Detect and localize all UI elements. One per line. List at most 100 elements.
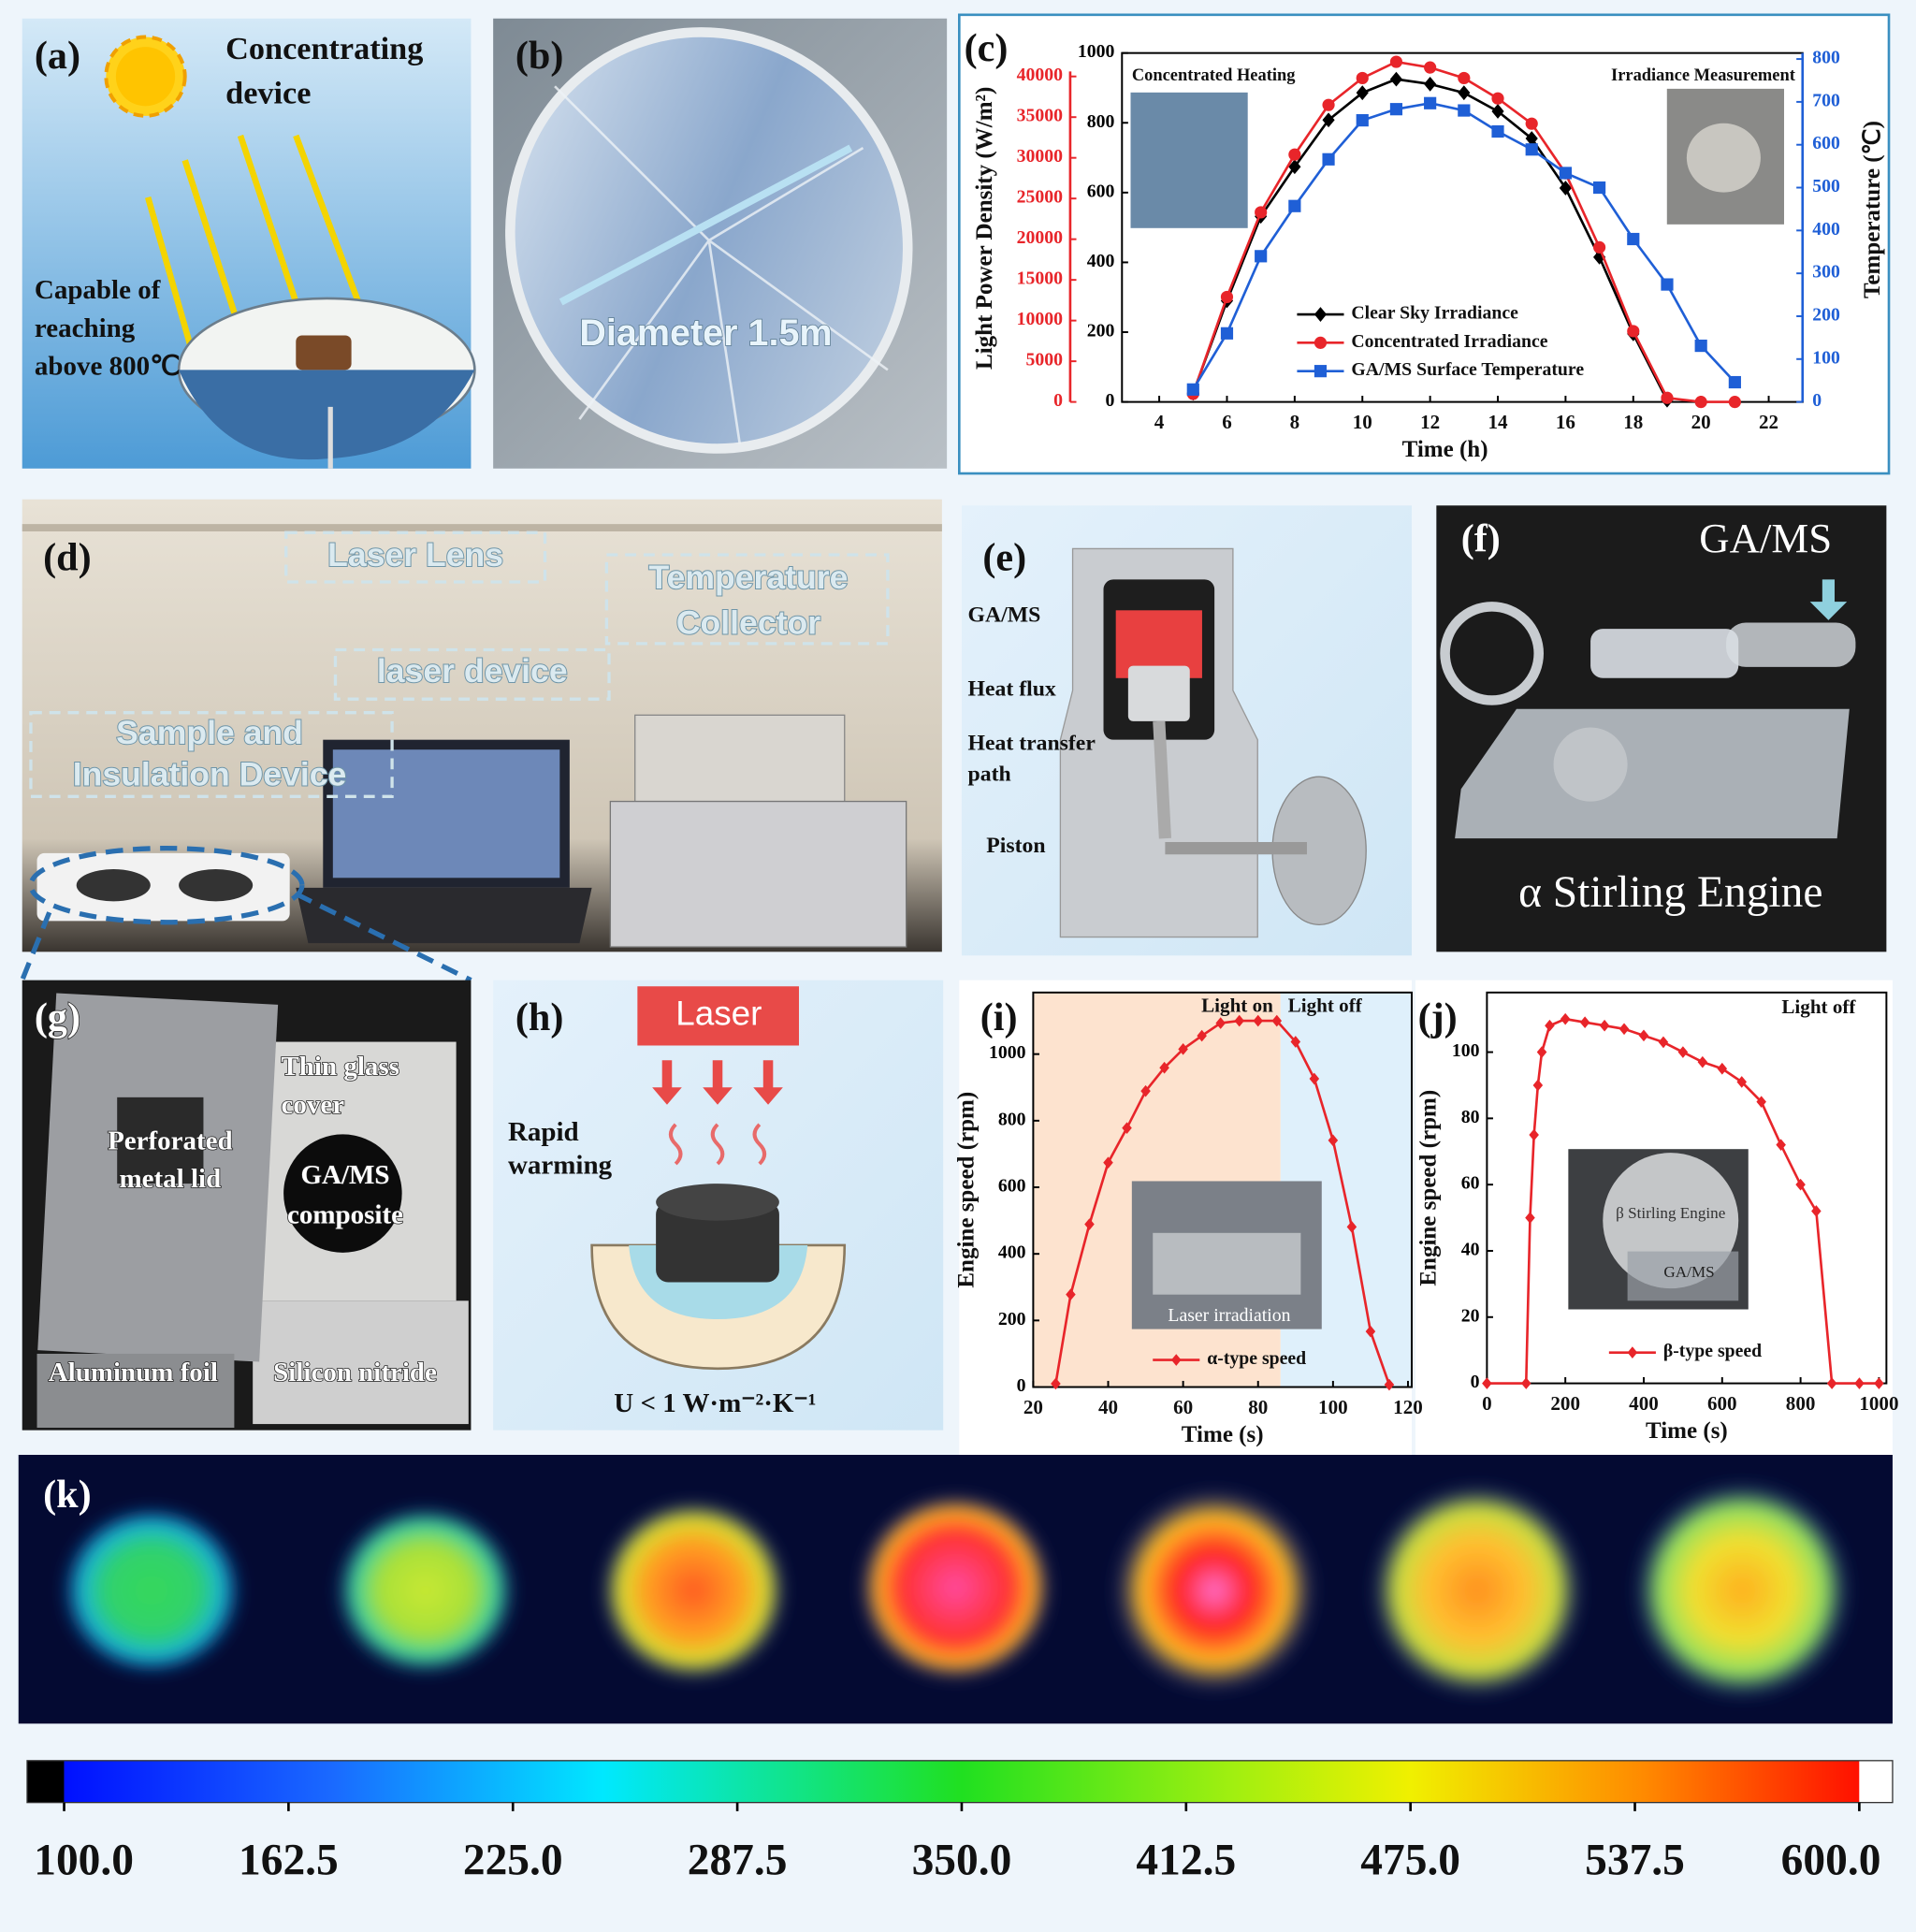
callout: Aluminum foil (49, 1358, 218, 1387)
annotation: Light off (1781, 995, 1856, 1018)
marker (1271, 1014, 1283, 1027)
note: Diameter 1.5m (579, 312, 832, 354)
panel-g: (g) Thin glass cover Perforated metal li… (22, 980, 472, 1431)
note: above 800℃ (35, 352, 181, 382)
y-tick-label: 600 (1087, 181, 1115, 201)
y-tick-label: 0 (1471, 1372, 1480, 1392)
callout: cover (281, 1090, 344, 1120)
callout: U < 1 W·m⁻²·K⁻¹ (614, 1388, 816, 1418)
colorbar-label: 537.5 (1585, 1836, 1685, 1884)
marker (1627, 1346, 1638, 1358)
callout: Collector (676, 604, 820, 642)
callout: Insulation Device (73, 756, 347, 793)
marker (1159, 1061, 1169, 1074)
y-axis-label: Engine speed (rpm) (1416, 1090, 1442, 1286)
colorbar-label: 225.0 (463, 1836, 563, 1884)
y-tick-label: 10000 (1017, 309, 1064, 329)
y-axis-label: Light Power Density (W/m²) (972, 87, 997, 370)
x-tick-label: 22 (1759, 411, 1778, 433)
x-tick-label: 20 (1691, 411, 1711, 433)
y-tick-label: 300 (1812, 262, 1840, 283)
callout: Temperature (649, 559, 849, 596)
marker (1599, 1019, 1610, 1032)
panel-label: (d) (43, 535, 92, 579)
panel-f: (f) GA/MS α Stirling Engine (1436, 505, 1887, 952)
region-label: Light off (1288, 994, 1363, 1016)
inset-label: GA/MS (1663, 1263, 1714, 1281)
marker (1220, 290, 1234, 303)
marker (1365, 1325, 1376, 1338)
note: reaching (35, 313, 136, 343)
marker (1661, 391, 1674, 404)
marker (1389, 103, 1403, 116)
region-label: Light on (1201, 994, 1273, 1016)
x-tick-label: 4 (1154, 411, 1165, 433)
marker (1560, 1012, 1571, 1025)
panel-label: (c) (965, 26, 1009, 70)
y-axis-label: Engine speed (rpm) (953, 1092, 979, 1288)
panel-label: (a) (35, 34, 80, 78)
marker (1795, 1178, 1806, 1191)
marker (1593, 240, 1606, 254)
marker (1618, 1023, 1630, 1036)
panel-k: (k) (18, 1455, 1894, 1804)
marker (1356, 85, 1369, 101)
marker (1627, 232, 1640, 246)
marker (1424, 61, 1437, 74)
marker (1066, 1288, 1076, 1300)
x-tick-label: 20 (1023, 1396, 1043, 1418)
x-tick-label: 100 (1318, 1396, 1348, 1418)
panel-e: (e) GA/MS Heat flux Heat transfer path P… (961, 505, 1412, 956)
callout: Rapid (508, 1117, 579, 1147)
y-tick-label: 80 (1461, 1107, 1480, 1127)
y-tick-label: 200 (1812, 305, 1840, 326)
y-tick-label: 200 (998, 1309, 1026, 1329)
marker (1314, 365, 1328, 378)
colorbar-label: 287.5 (688, 1836, 788, 1884)
callout: composite (287, 1199, 403, 1229)
y-tick-label: 40000 (1017, 65, 1064, 85)
x-tick-label: 16 (1556, 411, 1575, 433)
inset-label: Concentrated Heating (1132, 65, 1296, 84)
x-tick-label: 10 (1353, 411, 1372, 433)
panel-d: (d) Laser Lens Temperature Collector las… (20, 499, 942, 983)
y-tick-label: 5000 (1026, 350, 1064, 370)
callout: Sample and (116, 714, 303, 751)
marker (1532, 1079, 1544, 1092)
x-tick-label: 60 (1173, 1396, 1193, 1418)
y-tick-label: 0 (1017, 1375, 1026, 1396)
marker (1559, 167, 1572, 180)
marker (1255, 250, 1268, 263)
callout: warming (508, 1151, 613, 1181)
colorbar-label: 412.5 (1136, 1836, 1236, 1884)
marker (1525, 117, 1538, 130)
panel-a: (a) Concentrating device Capable of reac… (22, 18, 476, 469)
y-tick-label: 25000 (1017, 187, 1064, 208)
y-tick-label: 400 (1812, 219, 1840, 240)
marker (1559, 181, 1572, 196)
colorbar-label: 475.0 (1360, 1836, 1460, 1884)
colorbar-label: 600.0 (1781, 1836, 1881, 1884)
y-tick-label: 800 (998, 1109, 1026, 1129)
callout: GA/MS (968, 603, 1041, 627)
inset-label: Irradiance Measurement (1611, 65, 1796, 84)
y-tick-label: 0 (1053, 390, 1063, 411)
callout: GA/MS (1699, 515, 1832, 561)
colorbar-label: 350.0 (912, 1836, 1012, 1884)
marker (1186, 383, 1199, 396)
marker (1140, 1084, 1151, 1097)
series-line (1487, 1017, 1880, 1385)
y-tick-label: 700 (1812, 90, 1840, 110)
marker (1728, 396, 1741, 409)
marker (1290, 1036, 1301, 1048)
marker (1356, 71, 1369, 85)
marker (1309, 1072, 1320, 1085)
y-tick-label: 20000 (1017, 227, 1064, 248)
inset-photo (1686, 123, 1761, 193)
plot-frame (1032, 991, 1413, 1388)
callout: Piston (986, 834, 1045, 858)
y-tick-label: 100 (1452, 1040, 1480, 1061)
marker (1525, 1212, 1535, 1224)
marker (1322, 153, 1335, 166)
